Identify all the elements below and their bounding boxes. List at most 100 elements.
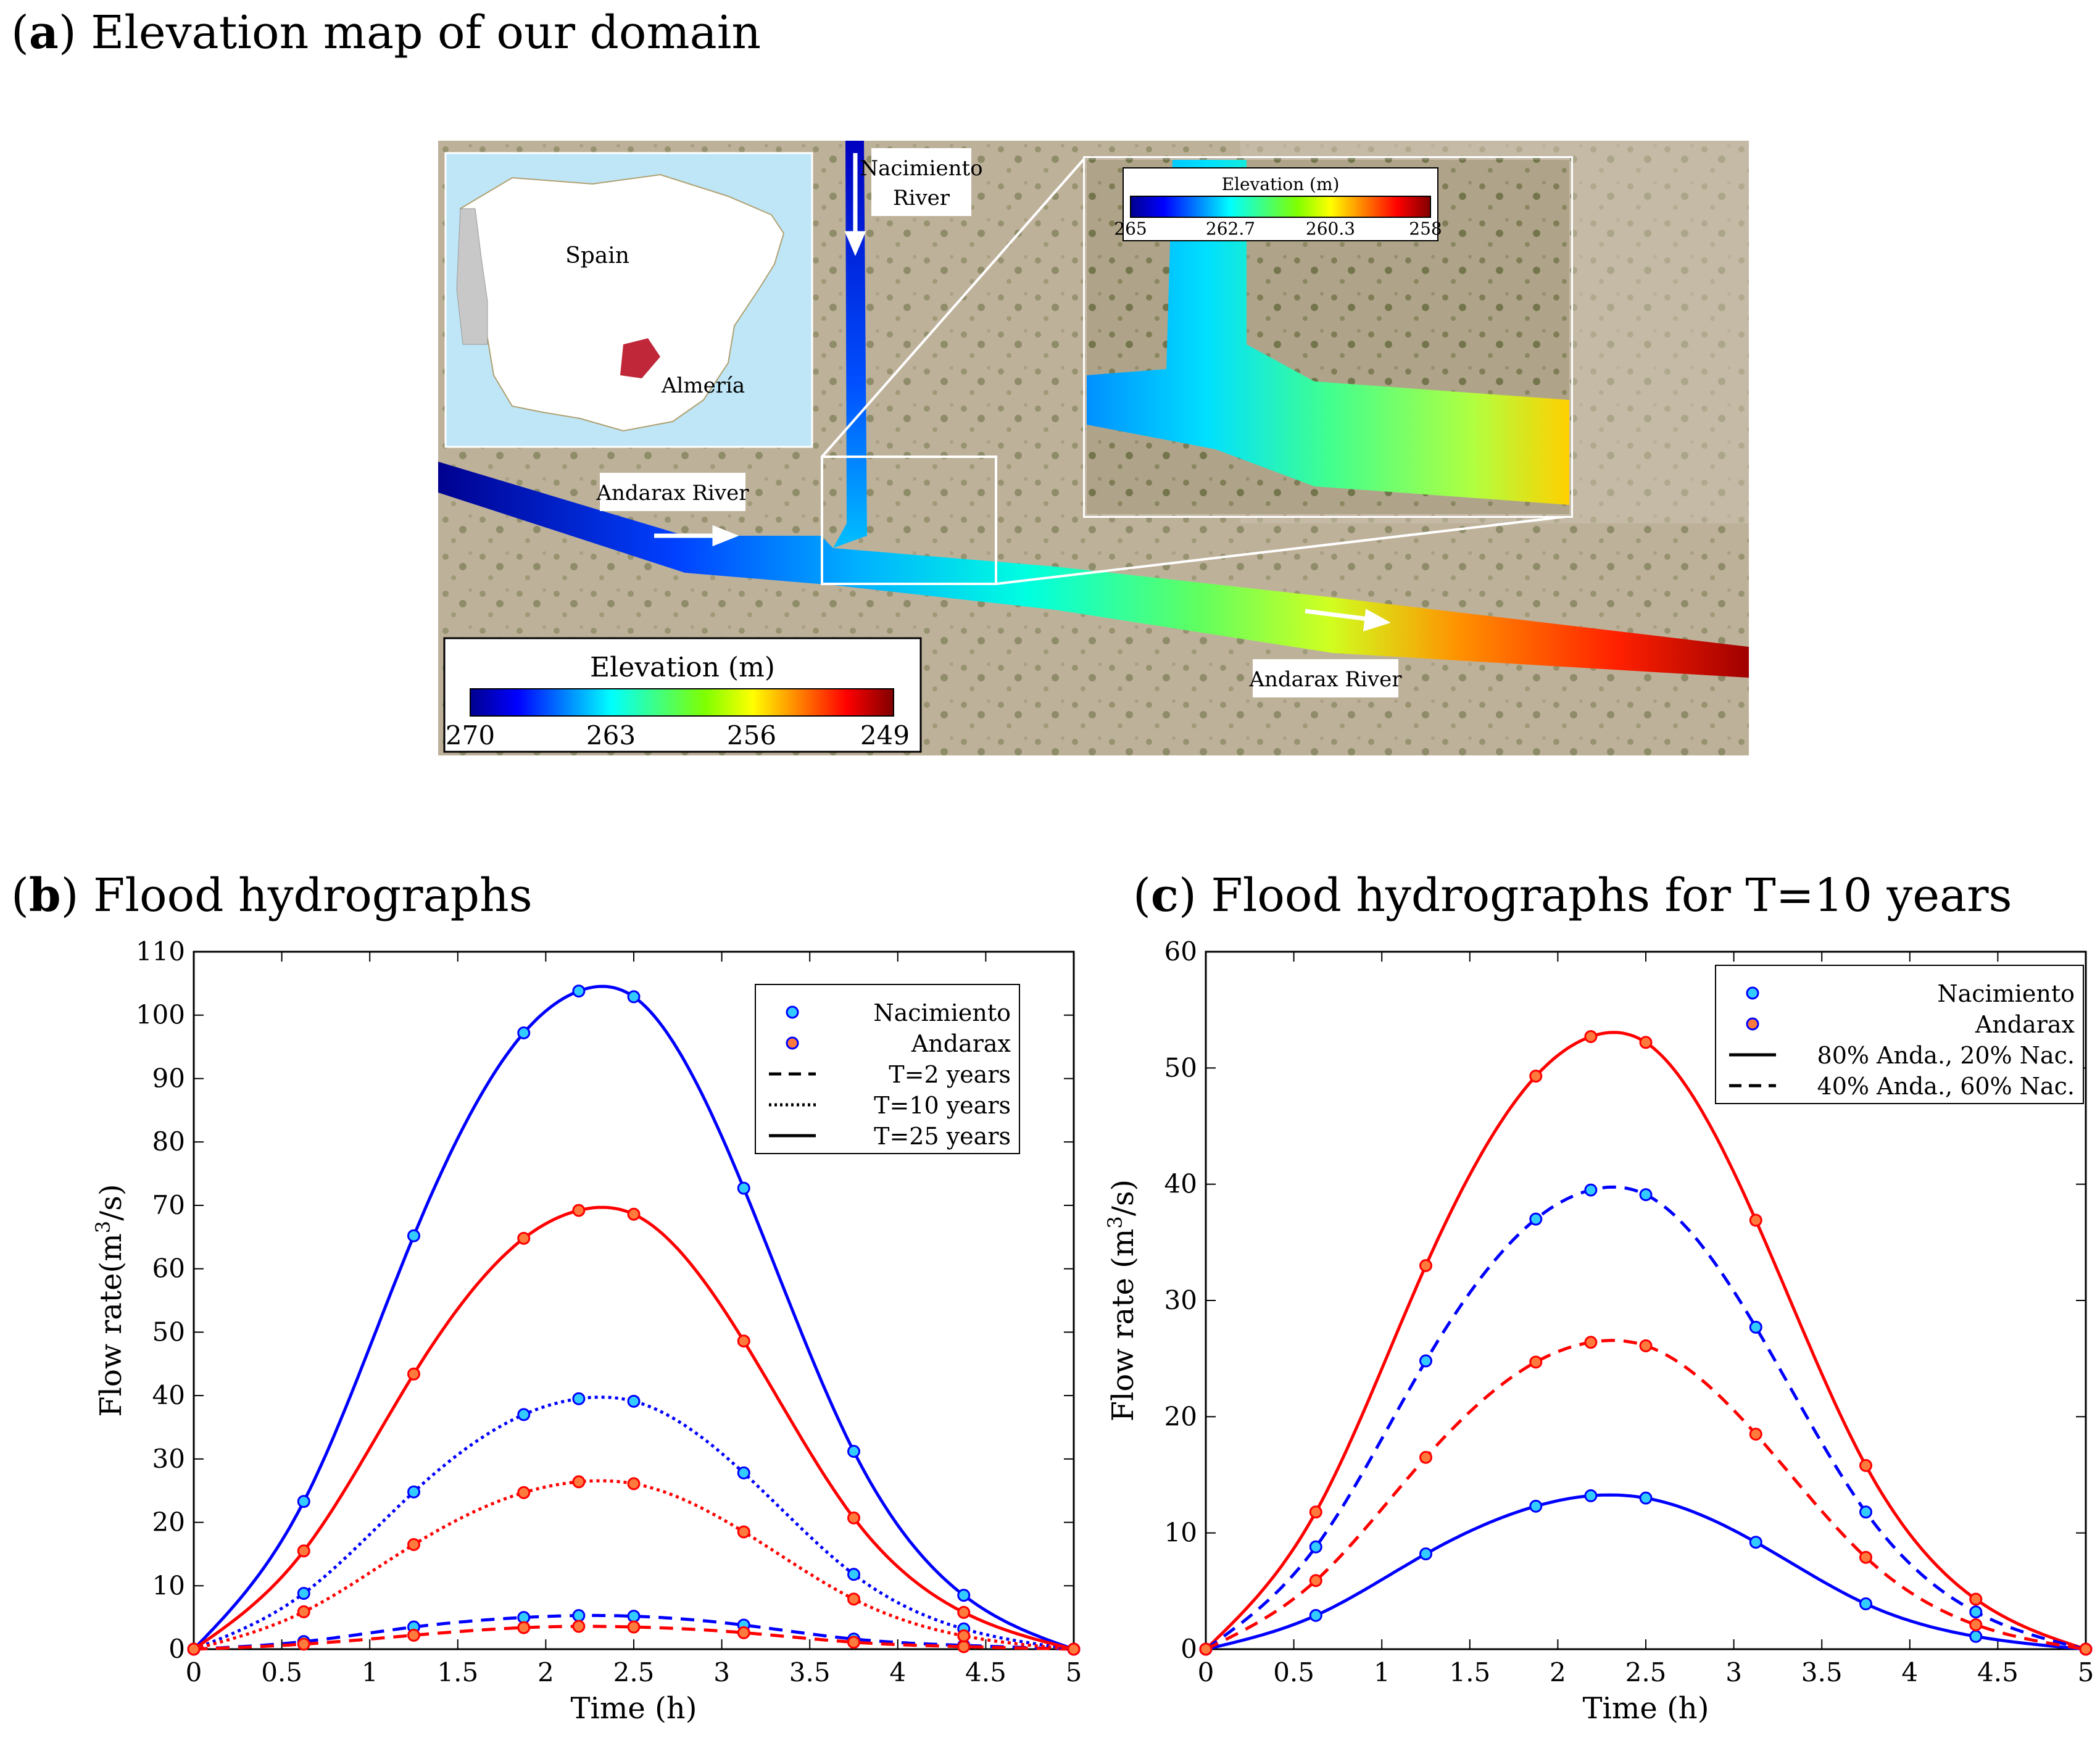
chart-c-xtick-label-1: 0.5	[1273, 1657, 1314, 1687]
panel-a-title: (a) Elevation map of our domain	[11, 6, 762, 59]
chart-b-series-2-point-2	[407, 1485, 420, 1499]
chart-b-ylabel-tail: /s)	[94, 1184, 128, 1221]
chart-b-series-3-point-6	[737, 1525, 750, 1539]
chart-b-series-4-point-3	[517, 1026, 531, 1039]
chart-c-series-3-point-0	[1199, 1642, 1213, 1656]
zoom-source-box	[821, 456, 997, 585]
chart-b-ytick-label-3: 30	[152, 1444, 185, 1474]
chart-c-series-3-point-9	[2079, 1642, 2093, 1656]
chart-c-ytick-label-6: 60	[1164, 936, 1197, 967]
portugal-shape	[456, 208, 488, 345]
main-colorbar-group: Elevation (m) 270 263 256 249	[443, 637, 922, 753]
chart-c-xtick-label-3: 1.5	[1449, 1657, 1490, 1687]
panel-b-letter: b	[28, 869, 61, 922]
chart-c-legend-label-1: Andarax	[1975, 1011, 2075, 1038]
chart-c-series-0-point-1	[1309, 1505, 1322, 1519]
chart-c-series-2-point-5	[1639, 1188, 1653, 1202]
chart-c-ytick-label-2: 20	[1164, 1401, 1197, 1431]
chart-c-legend-label-3: 40% Anda., 60% Nac.	[1817, 1073, 2075, 1100]
chart-c-series-2-point-3	[1529, 1212, 1543, 1226]
label-nacimiento-line2: River	[893, 186, 950, 210]
chart-b-series-1-point-1	[297, 1637, 310, 1651]
chart-c-series-2-point-1	[1309, 1540, 1322, 1554]
chart-b-series-0-point-5	[627, 1610, 641, 1623]
chart-c-ytick-label-4: 40	[1164, 1169, 1197, 1199]
panel-b-title-text: Flood hydrographs	[93, 869, 533, 922]
chart-c-xtick-label-10: 5	[2078, 1657, 2094, 1687]
chart-c-ytick-label-3: 30	[1164, 1285, 1197, 1315]
chart-b-legend-label-1: Andarax	[911, 1030, 1011, 1057]
chart-b-xtick-label-3: 1.5	[437, 1657, 478, 1687]
panel-c-title: (c) Flood hydrographs for T=10 years	[1133, 869, 2012, 922]
andarax-river-surface	[438, 462, 1749, 678]
chart-c-ytick-label-0: 0	[1181, 1634, 1197, 1664]
elevation-map: Spain Almería Nacimiento River Andarax R…	[438, 141, 1749, 755]
chart-b-series-3-point-8	[957, 1629, 971, 1642]
chart-c-legend-label-2: 80% Anda., 20% Nac.	[1817, 1042, 2075, 1069]
chart-b-legend-box	[755, 984, 1020, 1154]
chart-c-xtick-label-8: 4	[1901, 1657, 1918, 1687]
chart-b-ylabel: Flow rate(m3/s)	[91, 1184, 128, 1416]
chart-b-ylabel-main: Flow rate(m	[94, 1233, 128, 1416]
andarax-lower-label-box	[1253, 659, 1398, 697]
chart-b-xlabel: Time (h)	[571, 1691, 697, 1726]
main-colorbar	[470, 688, 894, 717]
chart-b-series-4-point-1	[297, 1495, 310, 1508]
chart-b-series-3-point-7	[847, 1592, 860, 1606]
flow-arrow-nacimiento-head	[844, 231, 866, 256]
chart-c-ylabel-sup: 3	[1103, 1216, 1127, 1228]
chart-b-ytick-label-6: 60	[152, 1254, 185, 1284]
chart-b-series-line-1	[193, 1624, 1074, 1651]
chart-b-xtick-label-4: 2	[537, 1657, 554, 1687]
chart-b-series-1-point-4	[572, 1620, 586, 1633]
chart-c-series-3-point-1	[1309, 1574, 1322, 1587]
chart-b-legend-label-2: T=2 years	[889, 1061, 1011, 1088]
chart-b-ytick-label-5: 50	[152, 1317, 185, 1347]
panel-a-letter: a	[28, 6, 59, 59]
chart-b-legend-label-0: Nacimiento	[873, 999, 1011, 1026]
chart-b-series-1-point-7	[847, 1636, 860, 1649]
chart-b-series-1-point-5	[627, 1620, 641, 1634]
chart-b-xtick-label-9: 4.5	[965, 1657, 1006, 1687]
zoom-view: Elevation (m) 265 262.7 260.3 258	[1083, 156, 1573, 518]
chart-b-ylabel-sup: 3	[91, 1221, 115, 1233]
chart-b-series-4-point-6	[737, 1181, 750, 1195]
zoom-colorbar-tick-2: 260.3	[1306, 218, 1355, 239]
chart-c-series-1-point-8	[1969, 1629, 1983, 1643]
chart-c-series-3-point-2	[1419, 1450, 1432, 1464]
chart-b-series-3-point-3	[517, 1486, 531, 1499]
chart-b-series-4-point-5	[627, 990, 641, 1004]
chart-c-legend-box	[1715, 965, 2084, 1104]
chart-b-ytick-label-9: 90	[152, 1063, 185, 1093]
chart-c-series-0-point-3	[1529, 1070, 1543, 1083]
main-colorbar-tick-0: 270	[446, 720, 495, 751]
zoom-flow-surface	[1087, 160, 1569, 505]
chart-c-series-0-point-2	[1419, 1259, 1432, 1272]
flow-arrow-andarax-lower-head	[1363, 609, 1391, 631]
zoom-colorbar	[1130, 196, 1431, 218]
label-nacimiento-line1: Nacimiento	[860, 156, 982, 181]
nacimiento-label-box	[871, 148, 971, 216]
panel-a-title-text: Elevation map of our domain	[91, 6, 762, 59]
chart-c-series-1-point-5	[1639, 1491, 1653, 1505]
chart-b-xtick-label-1: 0.5	[261, 1657, 302, 1687]
chart-b-series-1-point-6	[737, 1626, 750, 1639]
zoom-line-top	[821, 157, 1086, 458]
chart-b-series-3-point-2	[407, 1538, 420, 1551]
label-andarax-upper: Andarax River	[596, 481, 749, 505]
chart-b-ytick-label-8: 80	[152, 1126, 185, 1157]
chart-c-series-2-point-6	[1749, 1320, 1762, 1334]
chart-c-legend-label-0: Nacimiento	[1937, 980, 2075, 1007]
chart-c-series-3-point-5	[1639, 1339, 1653, 1352]
chart-b-xtick-label-6: 3	[713, 1657, 730, 1687]
main-colorbar-tick-1: 263	[586, 720, 636, 751]
chart-b-series-5-point-5	[627, 1207, 641, 1221]
chart-b-ytick-label-4: 40	[152, 1380, 185, 1410]
chart-b-series-2-point-5	[627, 1394, 641, 1408]
chart-c-series-1-point-3	[1529, 1499, 1543, 1513]
flow-arrow-andarax-lower	[1305, 609, 1374, 622]
chart-b-xtick-label-0: 0	[186, 1657, 202, 1687]
chart-b-series-line-3	[193, 1479, 1074, 1651]
chart-b-series-1-point-3	[517, 1621, 531, 1634]
chart-c-ylabel: Flow rate (m3/s)	[1103, 1179, 1140, 1422]
